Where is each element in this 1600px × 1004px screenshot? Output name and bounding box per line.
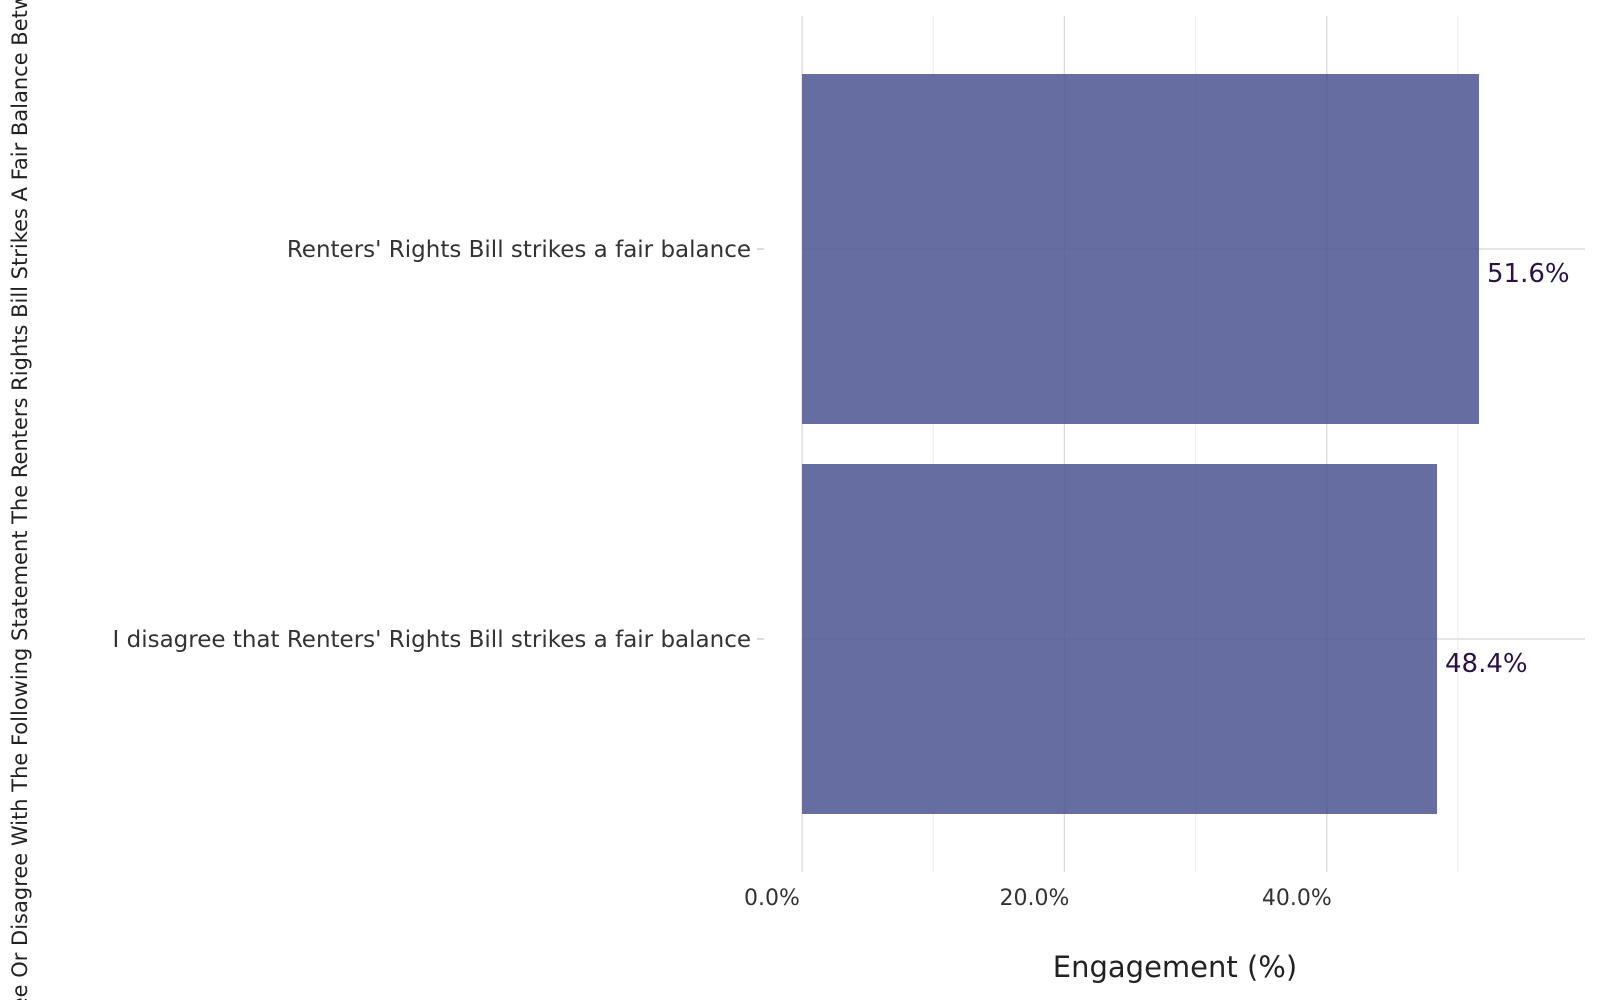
y-axis-ticks (757, 248, 764, 640)
bar-series (802, 74, 1479, 814)
data-label: 51.6% (1487, 259, 1570, 289)
bar-data-labels: 51.6% 48.4% (1445, 259, 1570, 679)
x-tick-label: 20.0% (999, 886, 1069, 911)
y-axis-title: Agree Or Disagree With The Following Sta… (8, 0, 32, 1000)
category-label: I disagree that Renters' Rights Bill str… (113, 627, 751, 653)
x-axis-title: Engagement (%) (1053, 950, 1297, 984)
x-tick-label: 40.0% (1262, 886, 1332, 911)
category-label: Renters' Rights Bill strikes a fair bala… (287, 237, 751, 263)
y-axis-category-labels: Renters' Rights Bill strikes a fair bala… (113, 237, 751, 653)
data-label: 48.4% (1445, 649, 1528, 679)
x-tick-label: 0.0% (744, 886, 800, 911)
bar (802, 74, 1479, 424)
x-axis-tick-labels: 0.0% 20.0% 40.0% (744, 886, 1332, 911)
bar (802, 464, 1438, 814)
